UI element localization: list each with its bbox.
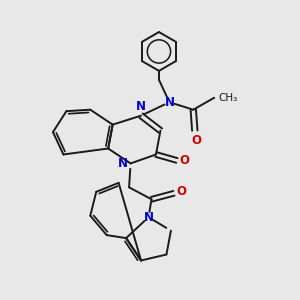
Text: N: N <box>164 96 174 109</box>
Text: N: N <box>118 157 128 170</box>
Text: N: N <box>136 100 146 113</box>
Text: CH₃: CH₃ <box>219 93 238 103</box>
Text: O: O <box>176 185 186 198</box>
Text: O: O <box>179 154 189 167</box>
Text: N: N <box>143 211 154 224</box>
Text: O: O <box>191 134 201 147</box>
